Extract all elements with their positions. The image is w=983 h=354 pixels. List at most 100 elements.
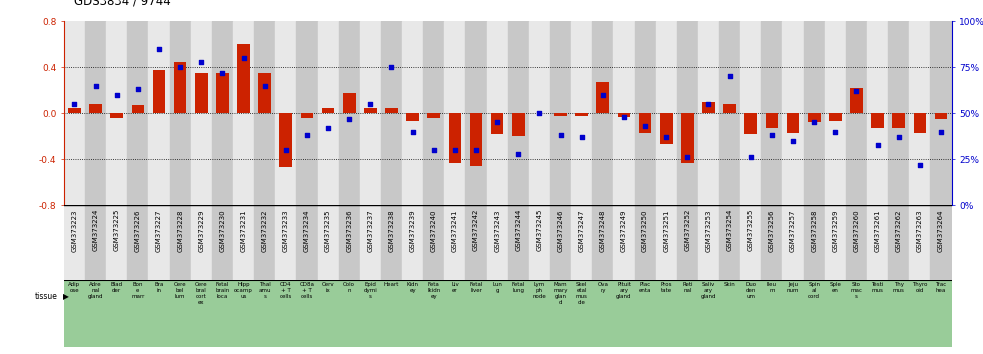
Bar: [550, 21, 571, 205]
Point: [532, 110, 548, 116]
Bar: [423, 205, 444, 280]
Text: Reti
nal: Reti nal: [682, 282, 693, 293]
Bar: [169, 205, 191, 280]
Bar: [613, 205, 635, 280]
Point: [679, 155, 695, 160]
Bar: [930, 205, 952, 280]
Point: [320, 125, 336, 131]
Bar: [676, 205, 698, 280]
Text: Adre
nal
gland: Adre nal gland: [87, 282, 103, 299]
Point: [722, 74, 737, 79]
Bar: [676, 21, 698, 205]
Text: Sto
mac
s: Sto mac s: [850, 282, 862, 299]
Point: [363, 101, 378, 107]
Bar: [169, 21, 191, 205]
Text: Cerv
ix: Cerv ix: [321, 282, 334, 293]
Bar: [635, 21, 656, 205]
Point: [806, 120, 822, 125]
Text: GSM373247: GSM373247: [579, 209, 585, 252]
Bar: [825, 21, 845, 205]
Text: GSM373240: GSM373240: [431, 209, 436, 252]
Text: Pros
tate: Pros tate: [661, 282, 672, 293]
Bar: [571, 205, 592, 280]
Bar: [656, 205, 676, 280]
Text: GSM373243: GSM373243: [494, 209, 500, 252]
Bar: [554, 113, 567, 115]
Text: Plac
enta: Plac enta: [639, 282, 652, 293]
Text: Adip
ose: Adip ose: [69, 282, 81, 293]
Bar: [321, 108, 334, 113]
Text: Thyro
oid: Thyro oid: [912, 282, 928, 293]
Point: [659, 135, 674, 140]
Bar: [68, 108, 81, 113]
Text: Sple
en: Sple en: [830, 282, 841, 293]
Point: [743, 155, 759, 160]
Point: [891, 135, 906, 140]
Text: Cere
bel
lum: Cere bel lum: [174, 282, 187, 299]
Point: [87, 83, 103, 88]
Text: Pituit
ary
gland: Pituit ary gland: [616, 282, 632, 299]
Bar: [148, 21, 169, 205]
Text: GSM373263: GSM373263: [917, 209, 923, 252]
Bar: [786, 113, 799, 133]
Bar: [106, 21, 127, 205]
Bar: [297, 205, 318, 280]
Point: [299, 132, 315, 138]
Bar: [195, 73, 207, 113]
Point: [214, 70, 230, 76]
Bar: [380, 21, 402, 205]
Text: Fetal
brain
loca: Fetal brain loca: [215, 282, 229, 299]
Bar: [212, 21, 233, 205]
Point: [426, 147, 441, 153]
Point: [172, 64, 188, 70]
Text: GSM373235: GSM373235: [325, 209, 331, 252]
Bar: [212, 205, 233, 280]
Bar: [909, 205, 930, 280]
Bar: [845, 205, 867, 280]
Text: GSM373261: GSM373261: [875, 209, 881, 252]
Bar: [698, 205, 720, 280]
Text: GSM373236: GSM373236: [346, 209, 352, 252]
Bar: [845, 21, 867, 205]
Point: [933, 129, 949, 135]
Bar: [913, 113, 926, 133]
Text: GSM373260: GSM373260: [853, 209, 859, 252]
Bar: [867, 205, 889, 280]
Bar: [127, 205, 148, 280]
Text: Thy
mus: Thy mus: [893, 282, 904, 293]
Bar: [720, 205, 740, 280]
Bar: [466, 21, 487, 205]
Point: [552, 132, 568, 138]
Text: GSM373230: GSM373230: [219, 209, 225, 252]
Point: [828, 129, 843, 135]
Text: Bon
e
marr: Bon e marr: [131, 282, 145, 299]
Bar: [635, 205, 656, 280]
Text: Hipp
ocamp
us: Hipp ocamp us: [234, 282, 253, 299]
Bar: [487, 21, 507, 205]
Bar: [723, 104, 736, 113]
Bar: [803, 21, 825, 205]
Point: [764, 132, 780, 138]
Point: [848, 88, 864, 94]
Bar: [360, 205, 380, 280]
Bar: [64, 21, 85, 205]
Bar: [402, 21, 423, 205]
Text: Thal
amu
s: Thal amu s: [259, 282, 271, 299]
Bar: [233, 21, 254, 205]
Point: [130, 86, 145, 92]
Bar: [444, 205, 466, 280]
Text: Skel
etal
mus
cle: Skel etal mus cle: [576, 282, 588, 305]
Point: [574, 135, 590, 140]
Bar: [550, 205, 571, 280]
Text: Epid
dymi
s: Epid dymi s: [364, 282, 377, 299]
Bar: [761, 21, 782, 205]
Bar: [744, 113, 757, 134]
Text: GSM373254: GSM373254: [726, 209, 732, 251]
Bar: [930, 21, 952, 205]
Bar: [380, 205, 402, 280]
Text: GSM373226: GSM373226: [135, 209, 141, 252]
Bar: [889, 21, 909, 205]
Text: Skin: Skin: [723, 282, 735, 287]
Bar: [297, 21, 318, 205]
Text: Ova
ry: Ova ry: [598, 282, 608, 293]
